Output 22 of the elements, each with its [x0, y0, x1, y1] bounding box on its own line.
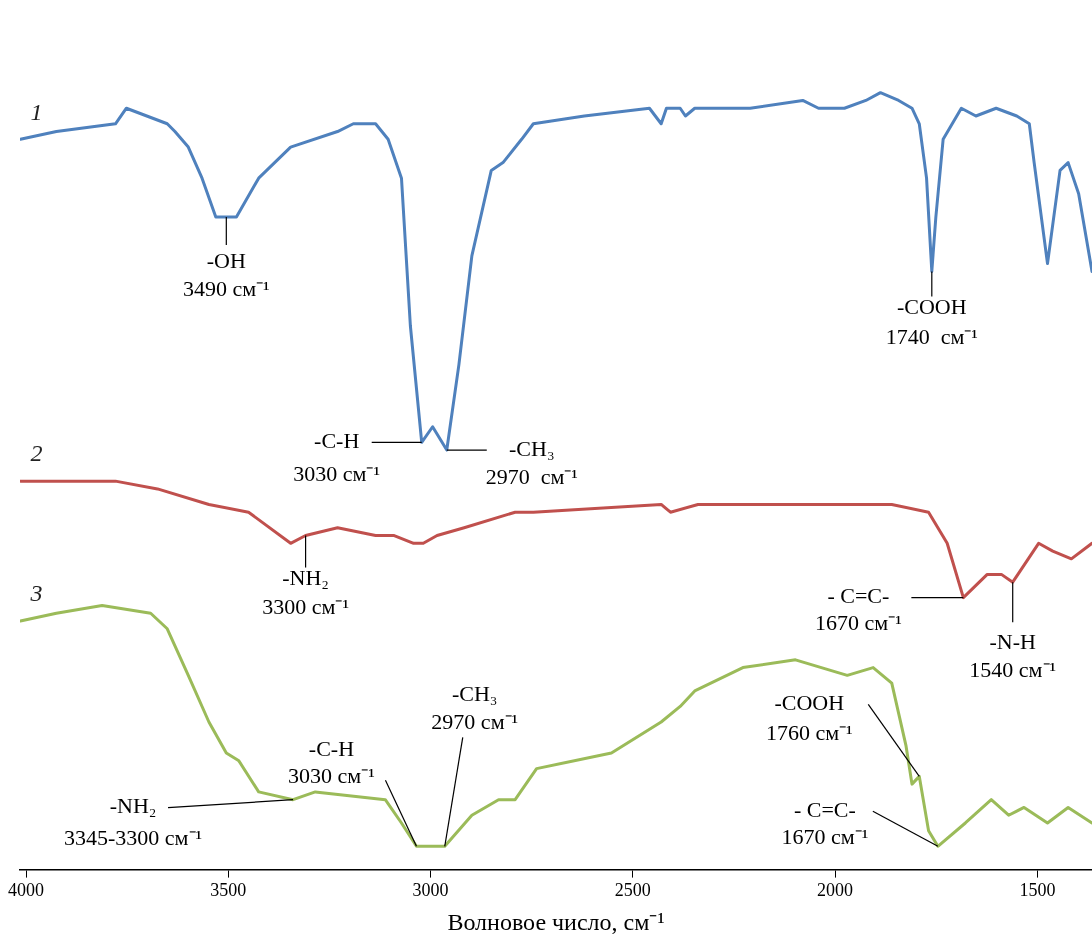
series-label: 1: [30, 98, 43, 125]
annotation: -COOH 1760 см⁻¹: [765, 690, 853, 746]
annotation: -NH₂ 3300 см⁻¹: [262, 565, 349, 620]
annotation: - C=C- 1670 см⁻¹: [814, 583, 902, 636]
x-tick-label: 1500: [1019, 880, 1056, 901]
x-tick-label: 3500: [210, 880, 247, 901]
annotation: -C-H 3030 см⁻¹: [293, 428, 381, 487]
annotation: -OH 3490 см⁻¹: [182, 247, 270, 301]
series-label: 2: [30, 440, 43, 467]
x-tick-label: 2500: [614, 880, 651, 901]
annotation: -CH₃ 2970 см⁻¹: [485, 435, 578, 489]
annotation: -N-H 1540 см⁻¹: [969, 628, 1057, 682]
x-tick-label: 2000: [817, 880, 854, 901]
annotation: -CH₃ 2970 см⁻¹: [431, 681, 519, 735]
annotation: -COOH 1740 см⁻¹: [885, 294, 978, 350]
annotation: -C-H 3030 см⁻¹: [288, 736, 375, 789]
series-label: 3: [29, 580, 43, 607]
x-axis-title: Волновое число, см⁻¹: [447, 908, 665, 935]
x-tick-label: 4000: [8, 880, 45, 901]
annotation: -NH₂ 3345-3300 см⁻¹: [64, 793, 203, 851]
x-tick-label: 3000: [412, 880, 449, 901]
annotation: - C=C- 1670 см⁻¹: [781, 797, 869, 850]
